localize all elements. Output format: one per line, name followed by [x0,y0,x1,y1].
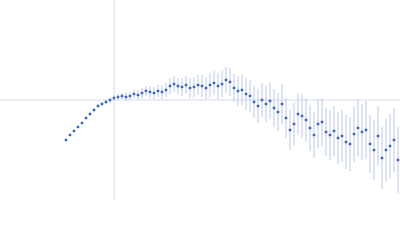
point [380,156,384,160]
point [372,148,376,152]
point [148,90,152,94]
point [68,133,72,137]
point [208,83,212,87]
point [64,138,68,142]
point [104,100,108,104]
point [84,116,88,120]
point [272,106,276,110]
point [232,86,236,90]
point [156,89,160,93]
point [132,92,136,96]
point [296,112,300,116]
point [264,102,268,106]
point [392,138,396,142]
point [180,85,184,89]
point [128,94,132,98]
point [116,95,120,99]
point [324,130,328,134]
point [280,102,284,106]
chart [0,0,400,200]
point [312,133,316,137]
point [228,80,232,84]
point [136,93,140,97]
point [252,100,256,104]
point [288,128,292,132]
point [396,158,400,162]
point [240,88,244,92]
point [360,130,364,134]
point [300,114,304,118]
point [124,95,128,99]
point [256,104,260,108]
point [304,118,308,122]
point [248,94,252,98]
point [292,122,296,126]
point [368,142,372,146]
point [184,83,188,87]
point [244,92,248,96]
point [332,129,336,133]
point [316,122,320,126]
point [344,140,348,144]
point [236,89,240,93]
point [356,126,360,130]
point [140,91,144,95]
point [308,126,312,130]
point [176,84,180,88]
point [160,90,164,94]
point [320,120,324,124]
point [172,82,176,86]
point [192,85,196,89]
point [216,84,220,88]
point [92,108,96,112]
point [112,96,116,100]
point [376,134,380,138]
point [268,99,272,103]
point [336,136,340,140]
point [340,134,344,138]
point [260,98,264,102]
point [144,89,148,93]
point [152,91,156,95]
point [276,110,280,114]
point [100,102,104,106]
point [352,132,356,136]
point [212,81,216,85]
point [196,83,200,87]
point [348,142,352,146]
point [188,86,192,90]
point [200,84,204,88]
point [76,125,80,129]
point [388,144,392,148]
point [80,121,84,125]
point [284,116,288,120]
point [364,128,368,132]
point [168,84,172,88]
point [328,133,332,137]
point [204,86,208,90]
point [384,148,388,152]
point [88,112,92,116]
point [120,94,124,98]
point [220,82,224,86]
point [96,104,100,108]
point [72,129,76,133]
point [224,78,228,82]
point [108,98,112,102]
point [164,88,168,92]
